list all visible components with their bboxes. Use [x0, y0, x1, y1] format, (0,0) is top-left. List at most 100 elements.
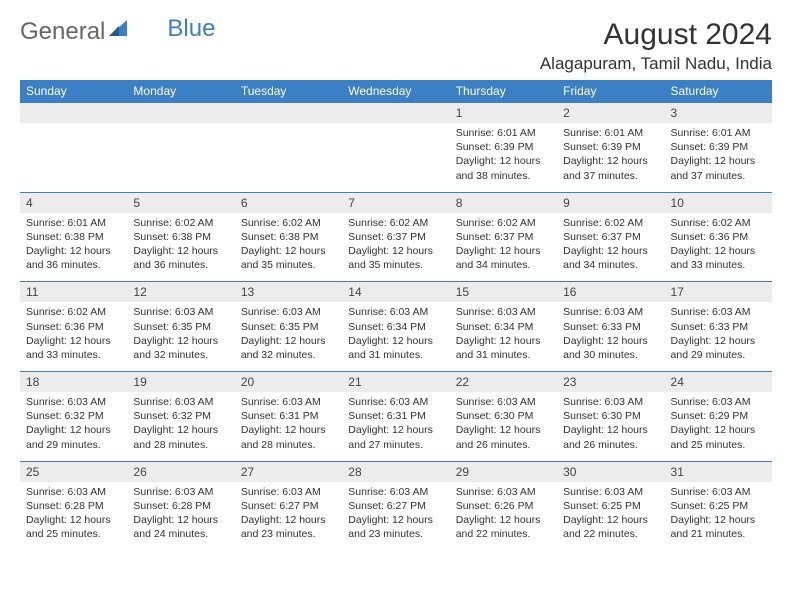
day-number-cell: 2: [557, 103, 664, 124]
day-number-cell: 5: [127, 192, 234, 213]
daylight-line: Daylight: 12 hours and 36 minutes.: [26, 244, 121, 272]
day-info-cell: Sunrise: 6:03 AMSunset: 6:33 PMDaylight:…: [665, 302, 772, 371]
day-number-row: 25262728293031: [20, 461, 772, 482]
day-number-cell: 7: [342, 192, 449, 213]
sunset-line: Sunset: 6:38 PM: [26, 230, 121, 244]
day-info-cell: Sunrise: 6:03 AMSunset: 6:27 PMDaylight:…: [342, 482, 449, 551]
daylight-line: Daylight: 12 hours and 31 minutes.: [348, 334, 443, 362]
sunrise-line: Sunrise: 6:03 AM: [133, 485, 228, 499]
sunrise-line: Sunrise: 6:02 AM: [348, 216, 443, 230]
daylight-line: Daylight: 12 hours and 34 minutes.: [456, 244, 551, 272]
day-number-cell: 1: [450, 103, 557, 124]
sunrise-line: Sunrise: 6:03 AM: [348, 305, 443, 319]
day-info-row: Sunrise: 6:01 AMSunset: 6:38 PMDaylight:…: [20, 213, 772, 282]
sunset-line: Sunset: 6:32 PM: [133, 409, 228, 423]
sunrise-line: Sunrise: 6:02 AM: [563, 216, 658, 230]
day-number-cell: 13: [235, 282, 342, 303]
sunset-line: Sunset: 6:39 PM: [671, 140, 766, 154]
day-info-cell: [20, 123, 127, 192]
day-info-cell: Sunrise: 6:02 AMSunset: 6:37 PMDaylight:…: [342, 213, 449, 282]
sunrise-line: Sunrise: 6:03 AM: [133, 395, 228, 409]
day-number-row: 123: [20, 103, 772, 124]
sunset-line: Sunset: 6:32 PM: [26, 409, 121, 423]
day-header: Wednesday: [342, 80, 449, 103]
day-info-cell: Sunrise: 6:03 AMSunset: 6:31 PMDaylight:…: [235, 392, 342, 461]
day-info-cell: [127, 123, 234, 192]
day-number-cell: 16: [557, 282, 664, 303]
sunrise-line: Sunrise: 6:03 AM: [133, 305, 228, 319]
day-number-cell: 21: [342, 372, 449, 393]
location-subtitle: Alagapuram, Tamil Nadu, India: [540, 54, 772, 74]
day-number-cell: 12: [127, 282, 234, 303]
daylight-line: Daylight: 12 hours and 23 minutes.: [348, 513, 443, 541]
day-info-cell: Sunrise: 6:03 AMSunset: 6:32 PMDaylight:…: [127, 392, 234, 461]
daylight-line: Daylight: 12 hours and 21 minutes.: [671, 513, 766, 541]
sunrise-line: Sunrise: 6:03 AM: [671, 485, 766, 499]
day-header: Friday: [557, 80, 664, 103]
day-number-cell: 14: [342, 282, 449, 303]
daylight-line: Daylight: 12 hours and 32 minutes.: [133, 334, 228, 362]
day-info-cell: [235, 123, 342, 192]
day-info-cell: Sunrise: 6:03 AMSunset: 6:35 PMDaylight:…: [235, 302, 342, 371]
day-info-row: Sunrise: 6:03 AMSunset: 6:28 PMDaylight:…: [20, 482, 772, 551]
day-number-cell: 26: [127, 461, 234, 482]
sunrise-line: Sunrise: 6:03 AM: [241, 485, 336, 499]
sunset-line: Sunset: 6:38 PM: [241, 230, 336, 244]
daylight-line: Daylight: 12 hours and 36 minutes.: [133, 244, 228, 272]
day-info-row: Sunrise: 6:02 AMSunset: 6:36 PMDaylight:…: [20, 302, 772, 371]
sunset-line: Sunset: 6:29 PM: [671, 409, 766, 423]
sunrise-line: Sunrise: 6:03 AM: [26, 485, 121, 499]
sunset-line: Sunset: 6:27 PM: [348, 499, 443, 513]
sunrise-line: Sunrise: 6:01 AM: [26, 216, 121, 230]
day-header: Saturday: [665, 80, 772, 103]
sunset-line: Sunset: 6:31 PM: [241, 409, 336, 423]
day-info-cell: Sunrise: 6:03 AMSunset: 6:30 PMDaylight:…: [557, 392, 664, 461]
day-info-cell: Sunrise: 6:01 AMSunset: 6:39 PMDaylight:…: [665, 123, 772, 192]
day-info-cell: Sunrise: 6:03 AMSunset: 6:28 PMDaylight:…: [127, 482, 234, 551]
day-number-cell: 18: [20, 372, 127, 393]
day-info-cell: Sunrise: 6:02 AMSunset: 6:37 PMDaylight:…: [557, 213, 664, 282]
sunset-line: Sunset: 6:35 PM: [241, 320, 336, 334]
daylight-line: Daylight: 12 hours and 38 minutes.: [456, 154, 551, 182]
day-info-cell: [342, 123, 449, 192]
daylight-line: Daylight: 12 hours and 27 minutes.: [348, 423, 443, 451]
logo-text-blue: Blue: [167, 15, 215, 43]
day-info-cell: Sunrise: 6:03 AMSunset: 6:34 PMDaylight:…: [450, 302, 557, 371]
day-number-cell: 11: [20, 282, 127, 303]
sunset-line: Sunset: 6:27 PM: [241, 499, 336, 513]
daylight-line: Daylight: 12 hours and 24 minutes.: [133, 513, 228, 541]
day-header: Sunday: [20, 80, 127, 103]
sunset-line: Sunset: 6:37 PM: [563, 230, 658, 244]
day-info-cell: Sunrise: 6:01 AMSunset: 6:39 PMDaylight:…: [557, 123, 664, 192]
sunset-line: Sunset: 6:36 PM: [26, 320, 121, 334]
day-info-cell: Sunrise: 6:03 AMSunset: 6:28 PMDaylight:…: [20, 482, 127, 551]
logo-text-general: General: [20, 18, 105, 46]
sunset-line: Sunset: 6:25 PM: [563, 499, 658, 513]
day-number-cell: 8: [450, 192, 557, 213]
sunset-line: Sunset: 6:39 PM: [563, 140, 658, 154]
calendar-table: Sunday Monday Tuesday Wednesday Thursday…: [20, 80, 772, 550]
sunrise-line: Sunrise: 6:02 AM: [456, 216, 551, 230]
sunrise-line: Sunrise: 6:03 AM: [563, 305, 658, 319]
sunset-line: Sunset: 6:30 PM: [563, 409, 658, 423]
sunrise-line: Sunrise: 6:03 AM: [456, 395, 551, 409]
sunset-line: Sunset: 6:30 PM: [456, 409, 551, 423]
day-info-row: Sunrise: 6:03 AMSunset: 6:32 PMDaylight:…: [20, 392, 772, 461]
sunrise-line: Sunrise: 6:03 AM: [563, 395, 658, 409]
day-number-row: 11121314151617: [20, 282, 772, 303]
day-number-cell: 23: [557, 372, 664, 393]
sunset-line: Sunset: 6:28 PM: [26, 499, 121, 513]
day-number-cell: 15: [450, 282, 557, 303]
daylight-line: Daylight: 12 hours and 31 minutes.: [456, 334, 551, 362]
day-number-cell: 31: [665, 461, 772, 482]
sunrise-line: Sunrise: 6:02 AM: [671, 216, 766, 230]
day-number-cell: 28: [342, 461, 449, 482]
day-number-cell: [342, 103, 449, 124]
day-info-cell: Sunrise: 6:03 AMSunset: 6:34 PMDaylight:…: [342, 302, 449, 371]
daylight-line: Daylight: 12 hours and 26 minutes.: [456, 423, 551, 451]
day-number-row: 18192021222324: [20, 372, 772, 393]
day-info-cell: Sunrise: 6:03 AMSunset: 6:25 PMDaylight:…: [557, 482, 664, 551]
daylight-line: Daylight: 12 hours and 34 minutes.: [563, 244, 658, 272]
day-number-cell: 4: [20, 192, 127, 213]
daylight-line: Daylight: 12 hours and 35 minutes.: [348, 244, 443, 272]
